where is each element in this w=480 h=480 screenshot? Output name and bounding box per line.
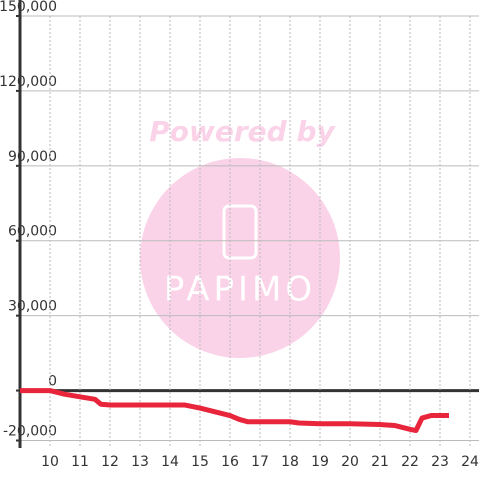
x-tick-label: 23 [431,454,449,470]
watermark-text: Powered by [149,115,336,148]
x-tick-label: 18 [281,454,299,470]
y-tick-label: 0 [48,374,57,390]
x-tick-label: 11 [71,454,89,470]
x-tick-label: 14 [161,454,179,470]
watermark-icon [222,204,258,260]
x-tick-label: 13 [131,454,149,470]
x-tick-label: 17 [251,454,269,470]
x-tick-label: 19 [311,454,329,470]
watermark-logo: PAPIMO [164,270,316,310]
data-line [20,388,449,434]
x-tick-label: 15 [191,454,209,470]
x-tick-label: 16 [221,454,239,470]
y-tick-label: -20,000 [3,424,57,440]
y-tick-label: 120,000 [0,74,57,90]
x-tick-label: 21 [371,454,389,470]
x-tick-label: 20 [341,454,359,470]
x-tick-label: 12 [101,454,119,470]
y-tick-label: 150,000 [0,0,57,15]
x-tick-label: 22 [401,454,419,470]
x-tick-label: 10 [41,454,59,470]
x-tick-label: 24 [461,454,479,470]
